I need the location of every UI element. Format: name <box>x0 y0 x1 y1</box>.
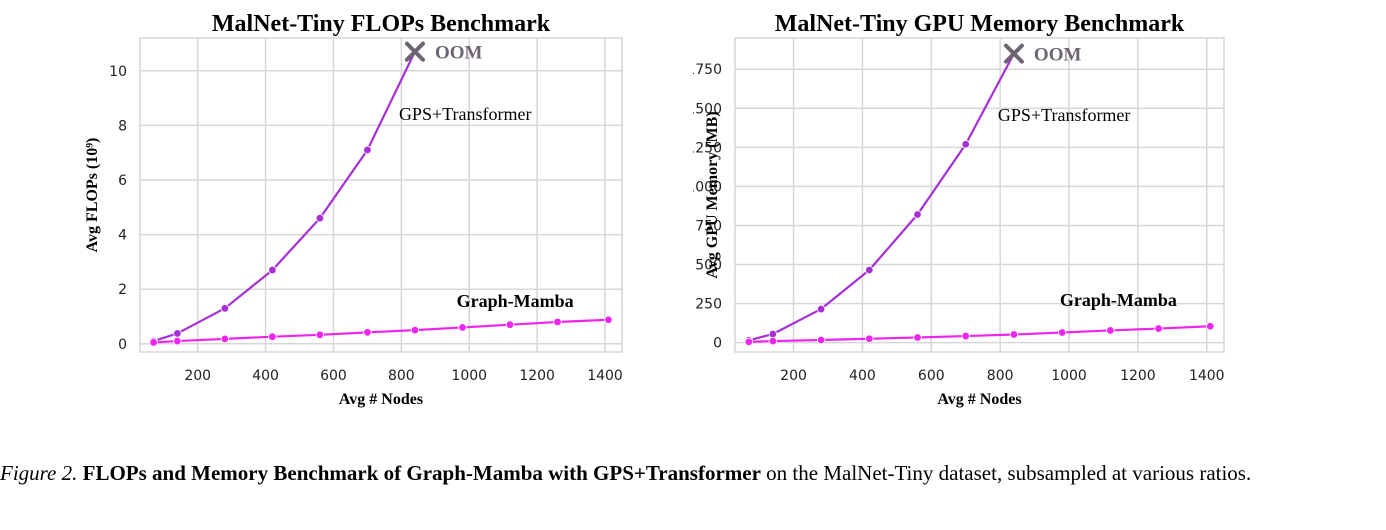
memory-data-point <box>768 329 778 339</box>
memory-oom-label: OOM <box>1034 45 1082 66</box>
flops-data-point <box>149 338 158 347</box>
flops-data-point <box>604 315 613 324</box>
flops-graph-mamba-label: Graph-Mamba <box>457 291 574 311</box>
flops-plot-area <box>139 37 623 353</box>
flops-data-point <box>268 332 277 341</box>
flops-y-tick-label: 2 <box>118 282 127 298</box>
memory-y-tick-label: 1250 <box>693 140 722 156</box>
flops-data-point <box>315 330 325 339</box>
flops-y-tick-label: 0 <box>118 337 127 353</box>
memory-x-tick-label: 600 <box>918 368 945 384</box>
flops-data-point <box>173 336 182 346</box>
memory-chart: 200 400 600 800 1000 1200 1400 0 250 500 750 1000 1… <box>693 11 1225 408</box>
flops-x-axis-label: Avg # Nodes <box>339 391 423 408</box>
memory-series <box>744 43 1215 347</box>
memory-gps-transformer-label: GPS+Transformer <box>998 105 1131 125</box>
flops-chart-title: MalNet-Tiny FLOPs Benchmark <box>212 11 551 37</box>
memory-data-point <box>961 140 970 149</box>
flops-oom-marker <box>404 41 425 62</box>
memory-y-tick-label: 1750 <box>693 62 722 78</box>
memory-data-point <box>913 210 922 219</box>
flops-x-tick-label: 1200 <box>519 368 555 384</box>
memory-graph-mamba-label: Graph-Mamba <box>1060 290 1177 310</box>
memory-y-tick-label: 1000 <box>693 179 722 195</box>
memory-x-tick-label: 400 <box>849 368 876 384</box>
flops-y-ticks: 0 2 4 6 8 10 <box>109 64 127 353</box>
figure-caption: Figure 2. FLOPs and Memory Benchmark of … <box>0 460 1380 487</box>
flops-y-tick-label: 4 <box>118 228 127 244</box>
flops-data-point <box>173 329 182 338</box>
flops-data-point <box>363 328 372 337</box>
memory-y-tick-label: 1500 <box>693 101 722 117</box>
flops-data-point <box>315 214 325 223</box>
flops-data-point <box>220 304 230 313</box>
memory-data-point <box>1057 328 1067 337</box>
caption-bold-text: FLOPs and Memory Benchmark of Graph-Mamb… <box>82 461 761 485</box>
memory-y-tick-label: 500 <box>695 258 722 274</box>
memory-chart-title: MalNet-Tiny GPU Memory Benchmark <box>775 11 1185 37</box>
flops-data-point <box>553 317 562 327</box>
flops-data-point <box>505 320 515 329</box>
memory-plot-area <box>734 37 1225 353</box>
memory-data-point <box>865 334 874 343</box>
flops-y-axis-label: Avg FLOPs (10⁹) <box>84 138 101 253</box>
memory-x-tick-label: 200 <box>780 368 807 384</box>
flops-data-point <box>220 334 230 344</box>
memory-y-ticks: 0 250 500 750 1000 1250 1500 1750 <box>693 62 722 351</box>
flops-x-tick-label: 1000 <box>451 368 487 384</box>
flops-x-tick-label: 600 <box>320 368 347 384</box>
memory-data-point <box>1009 330 1019 339</box>
memory-y-tick-label: 0 <box>713 336 722 352</box>
memory-x-tick-label: 1000 <box>1051 368 1087 384</box>
flops-x-tick-label: 400 <box>252 368 279 384</box>
flops-data-point <box>410 325 420 335</box>
caption-figure-label: Figure 2. <box>0 461 78 485</box>
memory-data-point <box>768 336 778 346</box>
flops-data-point <box>363 145 372 155</box>
memory-grid <box>735 38 1224 352</box>
memory-x-tick-label: 1400 <box>1189 368 1225 384</box>
flops-series <box>149 41 613 347</box>
memory-series-line-gps-transformer <box>748 53 1015 342</box>
flops-y-tick-label: 6 <box>118 173 127 189</box>
memory-data-point <box>1154 324 1163 333</box>
flops-chart: 200 400 600 800 1000 1200 1400 0 2 4 6 8 10 MalNet-… <box>84 11 623 408</box>
flops-x-tick-label: 800 <box>388 368 415 384</box>
memory-data-point <box>913 333 922 342</box>
memory-data-point <box>1106 326 1115 335</box>
flops-x-ticks: 200 400 600 800 1000 1200 1400 <box>184 368 623 384</box>
memory-data-point <box>865 265 874 275</box>
memory-y-tick-label: 250 <box>695 297 722 313</box>
memory-data-point <box>961 331 970 341</box>
flops-data-point <box>268 265 277 275</box>
memory-data-point <box>816 304 826 314</box>
flops-y-tick-label: 8 <box>118 118 127 134</box>
flops-y-tick-label: 10 <box>109 64 127 80</box>
memory-x-axis-label: Avg # Nodes <box>937 391 1021 408</box>
memory-data-point <box>1206 322 1215 331</box>
memory-x-ticks: 200 400 600 800 1000 1200 1400 <box>780 368 1224 384</box>
flops-oom-label: OOM <box>435 43 483 64</box>
memory-y-tick-label: 750 <box>695 218 722 234</box>
flops-series-line-gps-transformer <box>153 51 416 343</box>
flops-data-point <box>458 323 467 332</box>
flops-gps-transformer-label: GPS+Transformer <box>399 104 532 124</box>
memory-oom-marker <box>1003 43 1024 64</box>
flops-x-tick-label: 200 <box>184 368 211 384</box>
caption-rest-text: on the MalNet-Tiny dataset, subsampled a… <box>760 461 1252 485</box>
flops-grid <box>140 38 622 352</box>
memory-data-point <box>816 335 826 345</box>
memory-y-axis-label: Avg GPU Memory (MB) <box>704 111 721 278</box>
memory-x-tick-label: 800 <box>987 368 1014 384</box>
memory-data-point <box>744 337 753 347</box>
memory-x-tick-label: 1200 <box>1120 368 1156 384</box>
flops-x-tick-label: 1400 <box>587 368 623 384</box>
